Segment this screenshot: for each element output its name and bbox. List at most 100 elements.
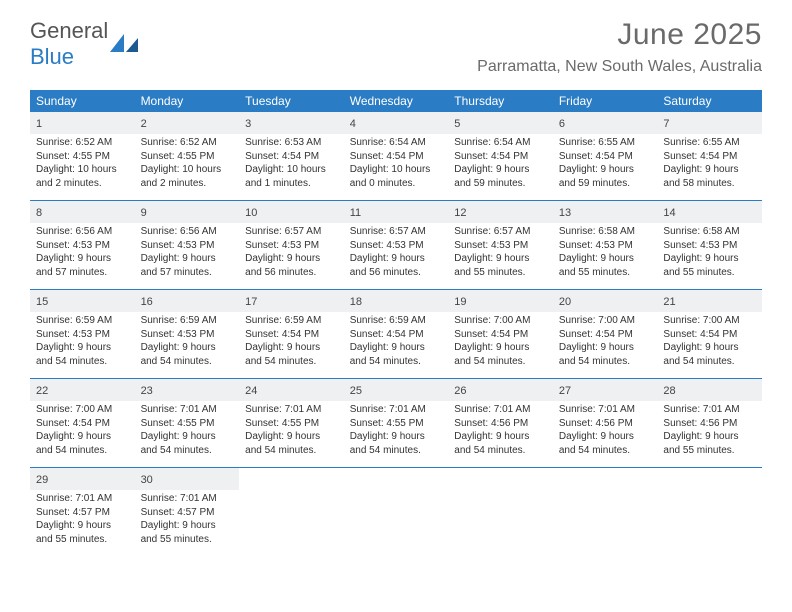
sunrise-line: Sunrise: 7:01 AM xyxy=(141,492,234,506)
day-content: Sunrise: 6:52 AMSunset: 4:55 PMDaylight:… xyxy=(135,134,240,190)
empty-cell xyxy=(448,468,553,472)
daylight-line: Daylight: 9 hours and 54 minutes. xyxy=(141,430,234,457)
day-number: 12 xyxy=(454,207,466,219)
day-cell: 26Sunrise: 7:01 AMSunset: 4:56 PMDayligh… xyxy=(448,379,553,457)
day-cell xyxy=(239,468,344,546)
sunset-line: Sunset: 4:53 PM xyxy=(141,239,234,253)
sunset-line: Sunset: 4:53 PM xyxy=(559,239,652,253)
daylight-line: Daylight: 9 hours and 58 minutes. xyxy=(663,163,756,190)
day-number-row: 26 xyxy=(448,379,553,401)
day-number: 18 xyxy=(350,296,362,308)
day-number: 10 xyxy=(245,207,257,219)
day-cell: 27Sunrise: 7:01 AMSunset: 4:56 PMDayligh… xyxy=(553,379,658,457)
day-content: Sunrise: 6:56 AMSunset: 4:53 PMDaylight:… xyxy=(30,223,135,279)
sunrise-line: Sunrise: 6:59 AM xyxy=(245,314,338,328)
day-content: Sunrise: 6:58 AMSunset: 4:53 PMDaylight:… xyxy=(657,223,762,279)
logo-part1: General xyxy=(30,18,108,43)
day-number-row: 30 xyxy=(135,468,240,490)
sunset-line: Sunset: 4:53 PM xyxy=(141,328,234,342)
day-number-row: 20 xyxy=(553,290,658,312)
day-number-row: 22 xyxy=(30,379,135,401)
day-cell: 29Sunrise: 7:01 AMSunset: 4:57 PMDayligh… xyxy=(30,468,135,546)
sunrise-line: Sunrise: 7:00 AM xyxy=(663,314,756,328)
sunset-line: Sunset: 4:53 PM xyxy=(663,239,756,253)
sunset-line: Sunset: 4:54 PM xyxy=(245,150,338,164)
sunrise-line: Sunrise: 6:56 AM xyxy=(141,225,234,239)
dow-header: Sunday xyxy=(30,90,135,112)
sail-icon xyxy=(110,34,138,54)
sunrise-line: Sunrise: 7:01 AM xyxy=(36,492,129,506)
day-content: Sunrise: 6:58 AMSunset: 4:53 PMDaylight:… xyxy=(553,223,658,279)
dow-header: Thursday xyxy=(448,90,553,112)
daylight-line: Daylight: 9 hours and 57 minutes. xyxy=(36,252,129,279)
day-content: Sunrise: 6:54 AMSunset: 4:54 PMDaylight:… xyxy=(448,134,553,190)
sunrise-line: Sunrise: 7:01 AM xyxy=(559,403,652,417)
day-content: Sunrise: 6:57 AMSunset: 4:53 PMDaylight:… xyxy=(344,223,449,279)
day-content: Sunrise: 7:00 AMSunset: 4:54 PMDaylight:… xyxy=(30,401,135,457)
daylight-line: Daylight: 9 hours and 54 minutes. xyxy=(454,341,547,368)
empty-cell xyxy=(344,468,449,472)
sunrise-line: Sunrise: 6:52 AM xyxy=(36,136,129,150)
calendar: SundayMondayTuesdayWednesdayThursdayFrid… xyxy=(0,84,792,556)
sunset-line: Sunset: 4:55 PM xyxy=(141,417,234,431)
day-content: Sunrise: 6:57 AMSunset: 4:53 PMDaylight:… xyxy=(448,223,553,279)
day-cell xyxy=(657,468,762,546)
day-number: 15 xyxy=(36,296,48,308)
sunrise-line: Sunrise: 6:55 AM xyxy=(663,136,756,150)
sunrise-line: Sunrise: 6:55 AM xyxy=(559,136,652,150)
daylight-line: Daylight: 9 hours and 54 minutes. xyxy=(350,341,443,368)
daylight-line: Daylight: 9 hours and 55 minutes. xyxy=(559,252,652,279)
sunrise-line: Sunrise: 7:01 AM xyxy=(141,403,234,417)
daylight-line: Daylight: 10 hours and 2 minutes. xyxy=(36,163,129,190)
day-number: 11 xyxy=(350,207,361,219)
empty-cell xyxy=(553,468,658,472)
sunset-line: Sunset: 4:55 PM xyxy=(350,417,443,431)
day-content: Sunrise: 7:01 AMSunset: 4:57 PMDaylight:… xyxy=(135,490,240,546)
daylight-line: Daylight: 9 hours and 54 minutes. xyxy=(36,430,129,457)
day-number-row: 4 xyxy=(344,112,449,134)
day-cell: 2Sunrise: 6:52 AMSunset: 4:55 PMDaylight… xyxy=(135,112,240,190)
day-number: 8 xyxy=(36,207,42,219)
sunrise-line: Sunrise: 7:01 AM xyxy=(245,403,338,417)
day-number: 26 xyxy=(454,385,466,397)
sunset-line: Sunset: 4:54 PM xyxy=(663,150,756,164)
sunrise-line: Sunrise: 6:57 AM xyxy=(350,225,443,239)
sunset-line: Sunset: 4:56 PM xyxy=(663,417,756,431)
day-number-row: 23 xyxy=(135,379,240,401)
logo-part2: Blue xyxy=(30,44,74,69)
day-cell: 17Sunrise: 6:59 AMSunset: 4:54 PMDayligh… xyxy=(239,290,344,368)
day-content: Sunrise: 6:59 AMSunset: 4:54 PMDaylight:… xyxy=(239,312,344,368)
dow-header: Tuesday xyxy=(239,90,344,112)
logo-text: General Blue xyxy=(30,18,108,70)
daylight-line: Daylight: 9 hours and 55 minutes. xyxy=(663,430,756,457)
daylight-line: Daylight: 9 hours and 57 minutes. xyxy=(141,252,234,279)
sunrise-line: Sunrise: 6:54 AM xyxy=(350,136,443,150)
day-cell: 18Sunrise: 6:59 AMSunset: 4:54 PMDayligh… xyxy=(344,290,449,368)
day-content: Sunrise: 6:52 AMSunset: 4:55 PMDaylight:… xyxy=(30,134,135,190)
day-cell: 19Sunrise: 7:00 AMSunset: 4:54 PMDayligh… xyxy=(448,290,553,368)
day-number: 1 xyxy=(36,118,42,130)
day-content: Sunrise: 6:59 AMSunset: 4:53 PMDaylight:… xyxy=(30,312,135,368)
sunset-line: Sunset: 4:54 PM xyxy=(245,328,338,342)
sunrise-line: Sunrise: 7:00 AM xyxy=(454,314,547,328)
week-row: 22Sunrise: 7:00 AMSunset: 4:54 PMDayligh… xyxy=(30,378,762,467)
sunset-line: Sunset: 4:53 PM xyxy=(36,328,129,342)
day-number-row: 14 xyxy=(657,201,762,223)
daylight-line: Daylight: 9 hours and 55 minutes. xyxy=(141,519,234,546)
day-number: 14 xyxy=(663,207,675,219)
dow-header: Friday xyxy=(553,90,658,112)
sunset-line: Sunset: 4:53 PM xyxy=(245,239,338,253)
day-cell: 4Sunrise: 6:54 AMSunset: 4:54 PMDaylight… xyxy=(344,112,449,190)
sunset-line: Sunset: 4:55 PM xyxy=(245,417,338,431)
week-row: 1 Sunrise: 6:52 AMSunset: 4:55 PMDaylight… xyxy=(30,112,762,200)
day-number-row: 15 xyxy=(30,290,135,312)
day-content: Sunrise: 6:54 AMSunset: 4:54 PMDaylight:… xyxy=(344,134,449,190)
daylight-line: Daylight: 9 hours and 54 minutes. xyxy=(559,341,652,368)
month-title: June 2025 xyxy=(477,18,762,52)
day-number: 5 xyxy=(454,118,460,130)
day-number-row: 6 xyxy=(553,112,658,134)
daylight-line: Daylight: 9 hours and 55 minutes. xyxy=(454,252,547,279)
sunrise-line: Sunrise: 7:01 AM xyxy=(454,403,547,417)
day-number-row: 5 xyxy=(448,112,553,134)
sunrise-line: Sunrise: 6:57 AM xyxy=(245,225,338,239)
